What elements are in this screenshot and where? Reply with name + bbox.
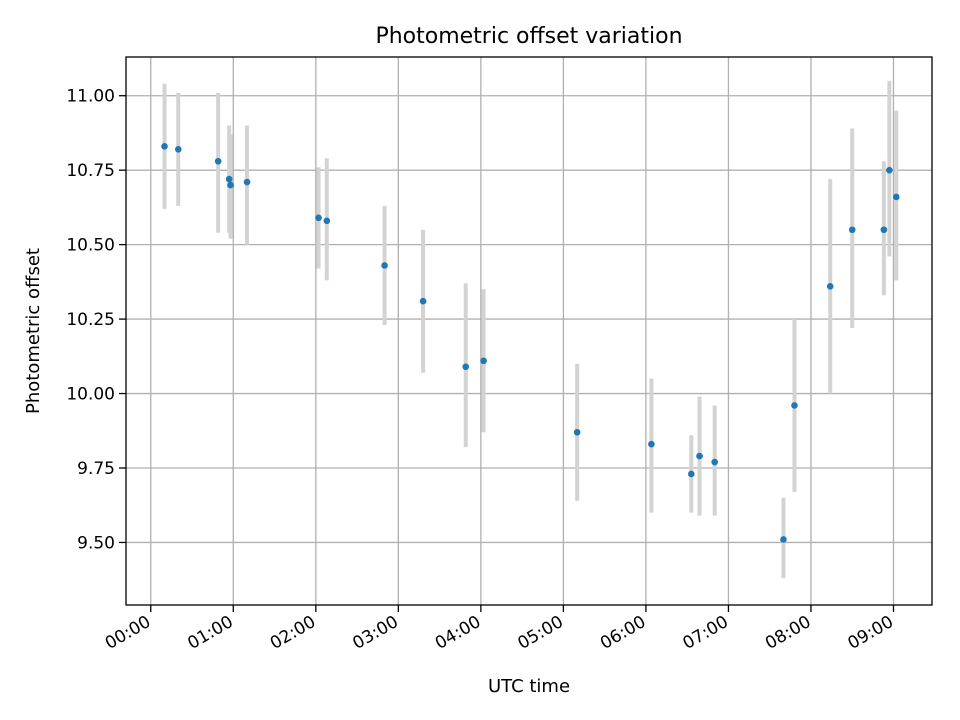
y-tick-label: 10.75 (66, 161, 115, 181)
plot-frame (125, 56, 933, 606)
data-point (711, 458, 718, 466)
data-points (161, 143, 900, 543)
data-point (225, 175, 233, 183)
data-point (696, 452, 703, 460)
x-axis-label: UTC time (488, 676, 570, 697)
data-point (381, 262, 388, 269)
data-point (573, 428, 581, 436)
y-tick-label: 9.75 (77, 459, 115, 479)
y-tick-label: 9.50 (77, 533, 115, 553)
data-point (880, 226, 888, 234)
data-point (174, 146, 182, 153)
data-point (791, 402, 798, 409)
data-point (323, 217, 331, 225)
data-point (315, 214, 322, 222)
y-tick-label: 10.50 (66, 236, 115, 256)
data-point (161, 143, 168, 150)
y-axis-label: Photometric offset (23, 248, 44, 414)
y-tick-label: 10.25 (66, 310, 115, 330)
data-point (480, 357, 487, 365)
data-point (892, 193, 900, 201)
data-point (688, 470, 695, 478)
data-point (214, 157, 222, 165)
data-point (848, 226, 856, 234)
data-point (648, 440, 655, 448)
data-point (886, 166, 893, 174)
data-point (462, 363, 470, 371)
y-axis-ticks: 9.50 9.75 10.00 10.25 10.50 10.75 11.00 (66, 87, 126, 553)
chart-title: Photometric offset variation (375, 24, 682, 49)
y-tick-label: 10.00 (66, 385, 115, 405)
data-point (419, 297, 427, 305)
data-point (243, 178, 251, 186)
y-tick-label: 11.00 (66, 87, 115, 107)
data-point (780, 536, 787, 543)
grid (126, 57, 932, 605)
data-point (227, 181, 234, 189)
data-point (826, 283, 834, 290)
